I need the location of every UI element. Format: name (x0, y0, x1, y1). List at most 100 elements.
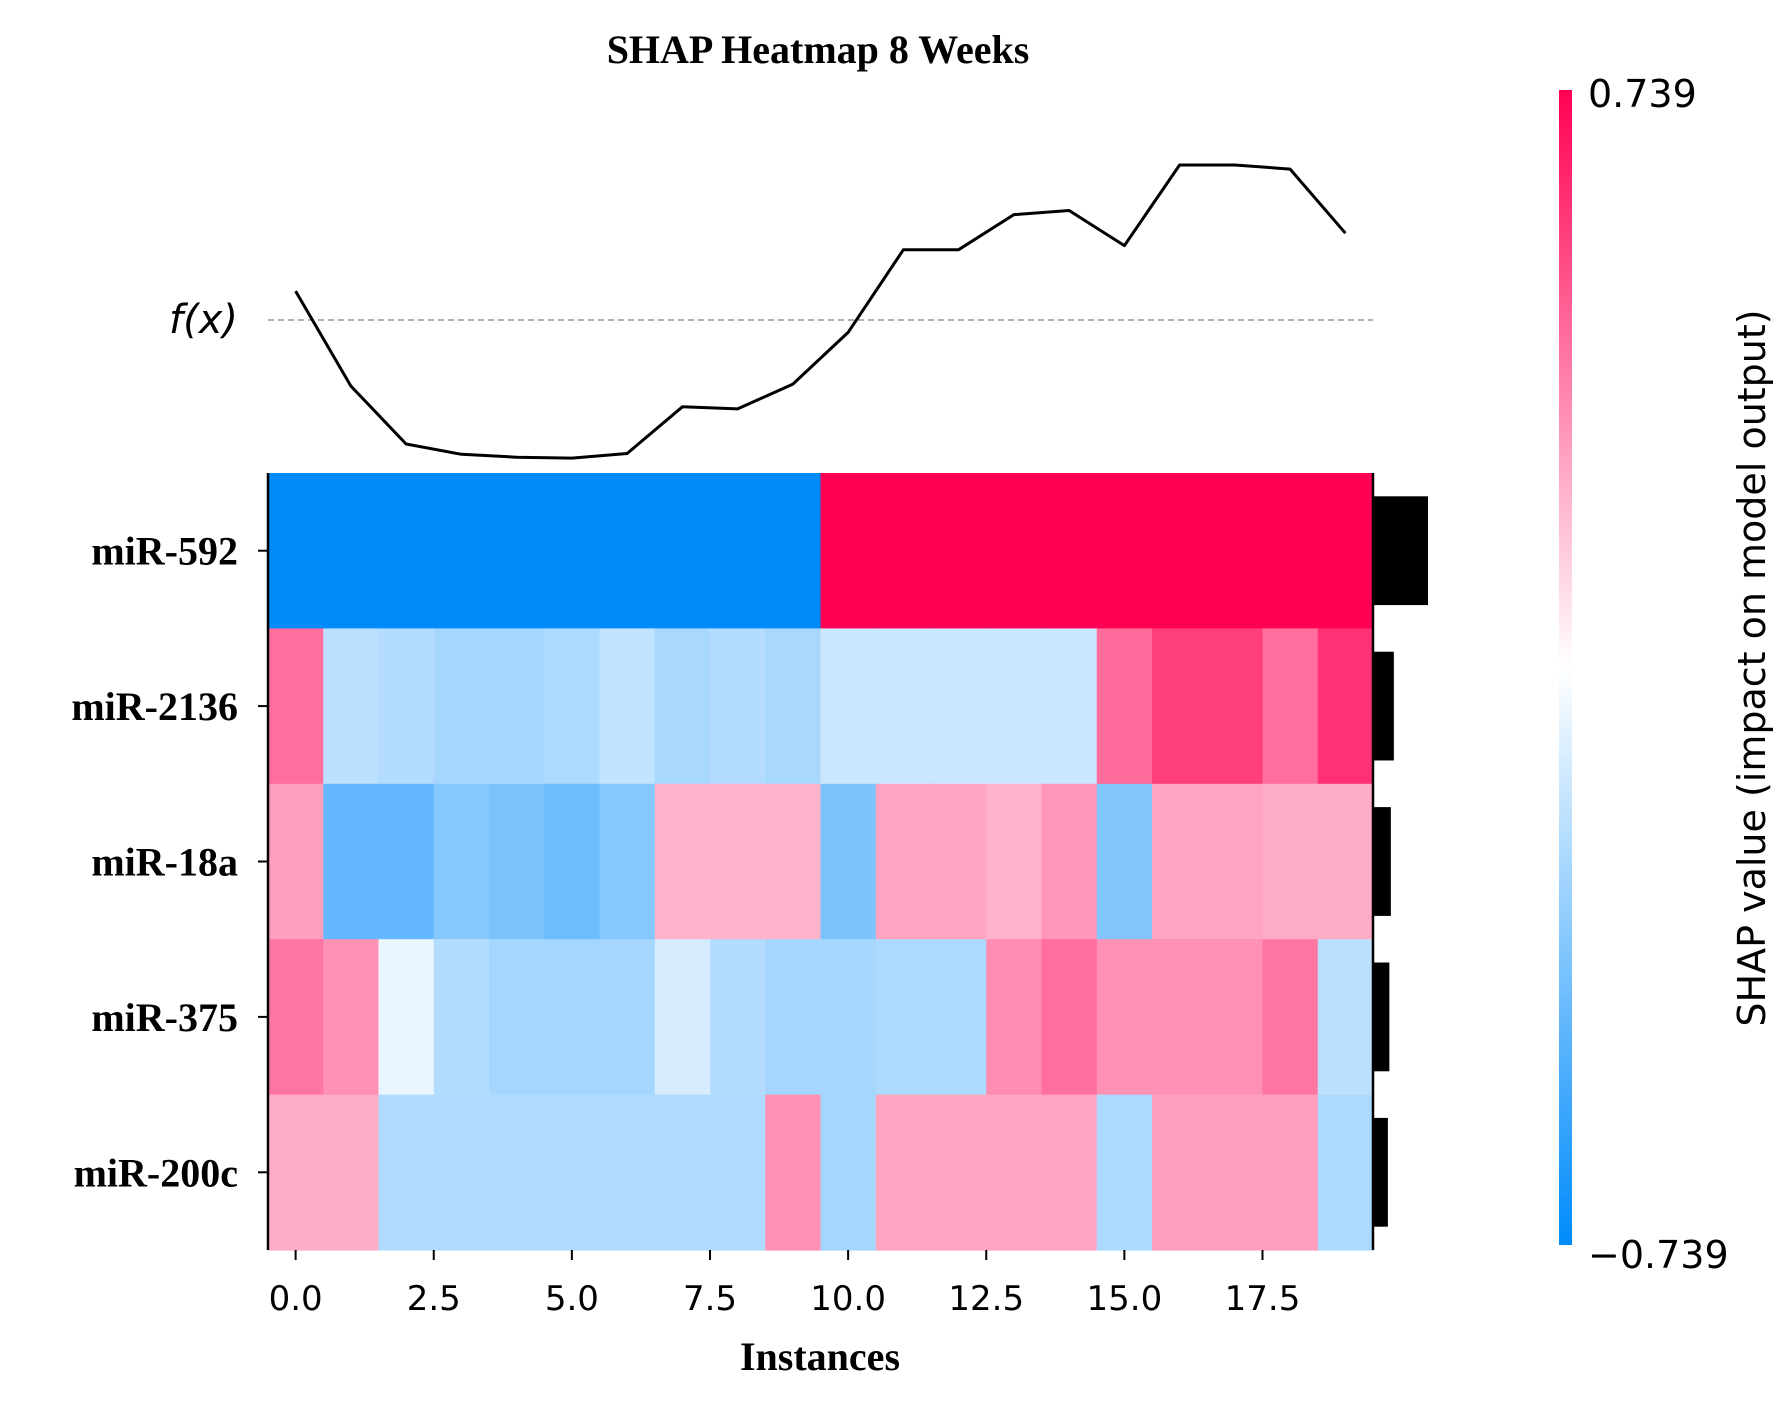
heatmap-cell (378, 628, 435, 785)
heatmap-cell (599, 783, 656, 940)
heatmap-cell (1262, 939, 1319, 1096)
heatmap-cell (1152, 939, 1208, 1096)
chart-title: SHAP Heatmap 8 Weeks (607, 27, 1030, 72)
heatmap-cell (1041, 628, 1098, 785)
heatmap-cell (875, 783, 932, 940)
x-tick-label: 7.5 (683, 1279, 737, 1319)
heatmap-cell (986, 628, 1043, 785)
heatmap-cell (1207, 473, 1264, 629)
heatmap-cell (433, 939, 490, 1096)
heatmap-cell (268, 473, 324, 629)
heatmap-cell (986, 1094, 1043, 1251)
heatmap-cell (765, 628, 822, 785)
heatmap-cell (1096, 939, 1153, 1096)
heatmap-cell (654, 783, 711, 940)
heatmap-cell (1152, 783, 1208, 940)
heatmap-cell (1041, 473, 1098, 629)
heatmap-cell (433, 628, 490, 785)
heatmap-cell (710, 628, 766, 785)
x-tick-label: 12.5 (948, 1279, 1024, 1319)
feature-label: miR-200c (74, 1150, 238, 1195)
heatmap-cell (820, 939, 877, 1096)
heatmap-cell (268, 1094, 324, 1251)
heatmap-cell (1207, 939, 1264, 1096)
heatmap-cell (875, 1094, 932, 1251)
heatmap-cell (1041, 783, 1098, 940)
heatmap-cell (1207, 628, 1264, 785)
heatmap-cell (378, 473, 435, 629)
colorbar (1559, 90, 1572, 1245)
heatmap-cell (1317, 783, 1374, 940)
heatmap-cell (489, 1094, 545, 1251)
heatmap-cell (1317, 939, 1374, 1096)
heatmap-cell (1096, 628, 1153, 785)
heatmap-cell (765, 473, 822, 629)
x-tick-label: 5.0 (545, 1279, 599, 1319)
feature-label: miR-375 (91, 995, 238, 1040)
heatmap-cell (433, 1094, 490, 1251)
heatmap-cell (1262, 1094, 1319, 1251)
heatmap-cell (544, 783, 601, 940)
heatmap-cell (1207, 783, 1264, 940)
heatmap-cell (323, 628, 380, 785)
heatmap-cell (875, 939, 932, 1096)
heatmap-cell (1152, 473, 1208, 629)
heatmap-cell (1096, 783, 1153, 940)
heatmap-cell (875, 473, 932, 629)
importance-bar (1373, 1117, 1388, 1227)
heatmap-cell (931, 1094, 987, 1251)
x-tick-label: 15.0 (1087, 1279, 1163, 1319)
heatmap-cell (986, 939, 1043, 1096)
heatmap-cell (433, 783, 490, 940)
heatmap-cell (323, 939, 380, 1096)
x-axis-label: Instances (740, 1334, 900, 1379)
colorbar-min-label: −0.739 (1588, 1233, 1729, 1277)
heatmap-cell (599, 628, 656, 785)
heatmap-cell (1152, 1094, 1208, 1251)
heatmap-cell (820, 1094, 877, 1251)
fx-line (294, 163, 1347, 460)
heatmap-cell (654, 1094, 711, 1251)
heatmap-cell (323, 1094, 380, 1251)
heatmap-cell (710, 1094, 766, 1251)
heatmap-cell (931, 473, 987, 629)
colorbar-max-label: 0.739 (1588, 72, 1697, 116)
heatmap-cell (986, 473, 1043, 629)
heatmap-cell (1262, 473, 1319, 629)
feature-label: miR-18a (91, 840, 238, 885)
heatmap-cell (544, 939, 601, 1096)
heatmap-cell (820, 628, 877, 785)
heatmap-cell (544, 1094, 601, 1251)
x-tick-label: 17.5 (1225, 1279, 1301, 1319)
heatmap-cell (820, 783, 877, 940)
heatmap-cell (1262, 783, 1319, 940)
heatmap-cell (378, 1094, 435, 1251)
x-tick-label: 10.0 (810, 1279, 886, 1319)
heatmap-cell (489, 939, 545, 1096)
heatmap-cell (654, 628, 711, 785)
importance-bars (1373, 496, 1428, 1227)
heatmap-cell (378, 939, 435, 1096)
heatmap-cell (710, 473, 766, 629)
heatmap-cell (1152, 628, 1208, 785)
heatmap-cell (765, 783, 822, 940)
importance-bar (1373, 962, 1390, 1072)
heatmap-cell (820, 473, 877, 629)
heatmap-cell (710, 939, 766, 1096)
heatmap-cell (323, 473, 380, 629)
heatmap-cell (1041, 1094, 1098, 1251)
heatmap-cell (710, 783, 766, 940)
heatmap-cell (931, 939, 987, 1096)
heatmap-cell (489, 783, 545, 940)
heatmap-cell (599, 1094, 656, 1251)
heatmap-cell (765, 939, 822, 1096)
feature-label: miR-592 (91, 529, 238, 574)
x-tick-label: 2.5 (407, 1279, 461, 1319)
heatmap-cell (1317, 1094, 1374, 1251)
feature-labels: miR-592 miR-2136 miR-18a miR-375 miR-200c (71, 529, 268, 1195)
heatmap-cell (654, 473, 711, 629)
heatmap-cell (268, 628, 324, 785)
heatmap-cell (378, 783, 435, 940)
heatmap-cell (1317, 628, 1374, 785)
